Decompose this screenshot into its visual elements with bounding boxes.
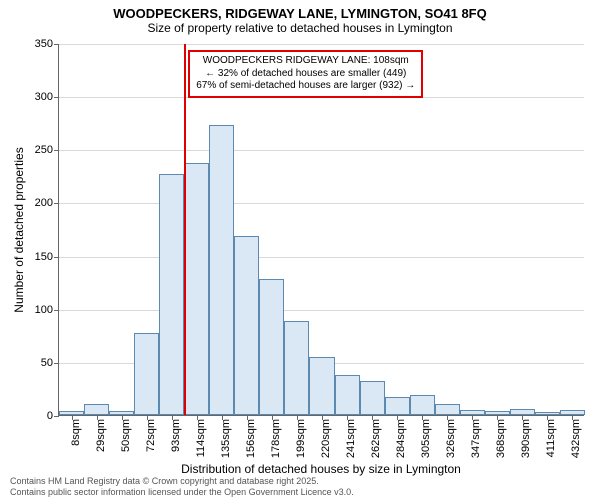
bar bbox=[209, 125, 234, 415]
annotation-line: WOODPECKERS RIDGEWAY LANE: 108sqm bbox=[196, 55, 415, 68]
ytick-label: 150 bbox=[35, 251, 53, 263]
ytick-label: 100 bbox=[35, 304, 53, 316]
gridline bbox=[59, 203, 584, 204]
bar bbox=[385, 397, 410, 415]
annotation-line: ← 32% of detached houses are smaller (44… bbox=[196, 68, 415, 81]
xtick-label: 284sqm bbox=[395, 419, 407, 458]
annotation-line: 67% of semi-detached houses are larger (… bbox=[196, 80, 415, 93]
bar bbox=[134, 333, 159, 415]
gridline bbox=[59, 150, 584, 151]
gridline bbox=[59, 257, 584, 258]
x-axis-label: Distribution of detached houses by size … bbox=[58, 462, 584, 476]
xtick-label: 50sqm bbox=[120, 419, 132, 452]
ytick-label: 0 bbox=[47, 410, 53, 422]
xtick-label: 72sqm bbox=[145, 419, 157, 452]
xtick-label: 326sqm bbox=[445, 419, 457, 458]
xtick-label: 93sqm bbox=[170, 419, 182, 452]
xtick-label: 178sqm bbox=[270, 419, 282, 458]
xtick-label: 368sqm bbox=[495, 419, 507, 458]
xtick-label: 220sqm bbox=[320, 419, 332, 458]
ytick-label: 350 bbox=[35, 38, 53, 50]
bar bbox=[259, 279, 284, 415]
bar bbox=[84, 404, 109, 415]
page-title: WOODPECKERS, RIDGEWAY LANE, LYMINGTON, S… bbox=[0, 0, 600, 21]
footer-line-1: Contains HM Land Registry data © Crown c… bbox=[10, 476, 354, 487]
gridline bbox=[59, 44, 584, 45]
xtick-label: 411sqm bbox=[545, 419, 557, 457]
bar bbox=[360, 381, 385, 415]
annotation-box: WOODPECKERS RIDGEWAY LANE: 108sqm← 32% o… bbox=[188, 50, 423, 98]
xtick-label: 114sqm bbox=[195, 419, 207, 457]
bar bbox=[309, 357, 334, 415]
ytick-mark bbox=[54, 203, 59, 204]
xtick-label: 135sqm bbox=[220, 419, 232, 458]
ytick-mark bbox=[54, 150, 59, 151]
bar bbox=[234, 236, 259, 415]
bar bbox=[159, 174, 184, 415]
plot-area: 0501001502002503003508sqm29sqm50sqm72sqm… bbox=[58, 44, 584, 416]
gridline bbox=[59, 310, 584, 311]
ytick-label: 300 bbox=[35, 91, 53, 103]
xtick-label: 305sqm bbox=[420, 419, 432, 458]
ytick-mark bbox=[54, 310, 59, 311]
xtick-label: 347sqm bbox=[470, 419, 482, 458]
ytick-mark bbox=[54, 97, 59, 98]
bar bbox=[284, 321, 309, 415]
xtick-label: 262sqm bbox=[370, 419, 382, 458]
ytick-label: 250 bbox=[35, 144, 53, 156]
xtick-label: 8sqm bbox=[70, 419, 82, 446]
ytick-label: 50 bbox=[41, 357, 53, 369]
page-subtitle: Size of property relative to detached ho… bbox=[0, 21, 600, 39]
ytick-label: 200 bbox=[35, 197, 53, 209]
marker-line bbox=[184, 44, 186, 415]
y-axis-label: Number of detached properties bbox=[12, 147, 26, 312]
footer-line-2: Contains public sector information licen… bbox=[10, 487, 354, 498]
xtick-label: 156sqm bbox=[245, 419, 257, 458]
bar bbox=[435, 404, 460, 415]
xtick-label: 432sqm bbox=[570, 419, 582, 458]
xtick-label: 390sqm bbox=[520, 419, 532, 458]
xtick-label: 199sqm bbox=[295, 419, 307, 458]
xtick-label: 29sqm bbox=[95, 419, 107, 452]
ytick-mark bbox=[54, 44, 59, 45]
ytick-mark bbox=[54, 363, 59, 364]
ytick-mark bbox=[54, 416, 59, 417]
xtick-label: 241sqm bbox=[345, 419, 357, 458]
bar bbox=[184, 163, 209, 415]
ytick-mark bbox=[54, 257, 59, 258]
attribution-footer: Contains HM Land Registry data © Crown c… bbox=[10, 476, 354, 498]
bar bbox=[335, 375, 360, 415]
chart-area: 0501001502002503003508sqm29sqm50sqm72sqm… bbox=[58, 44, 584, 416]
bar bbox=[410, 395, 435, 415]
